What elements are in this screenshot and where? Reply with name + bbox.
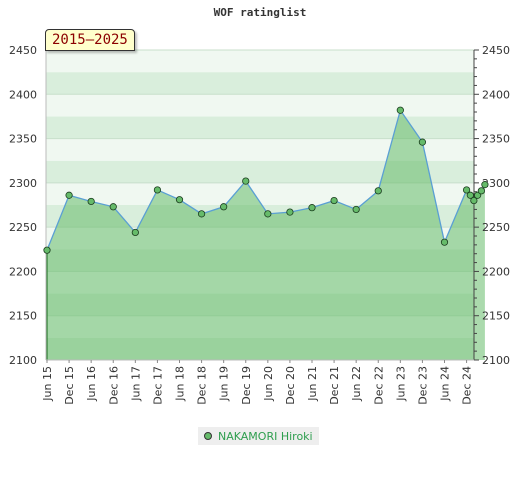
data-point [330, 196, 338, 205]
x-tick-label: Jun 19 [218, 366, 231, 402]
data-point [481, 181, 489, 189]
x-tick-label: Jun 23 [394, 366, 407, 402]
x-tick-label: Dec 23 [416, 366, 429, 405]
legend[interactable]: NAKAMORI Hiroki [198, 427, 319, 445]
background-band [46, 94, 474, 117]
data-point [352, 205, 360, 214]
y-tick-label-left: 2150 [9, 310, 37, 323]
y-tick-label-left: 2300 [9, 177, 37, 190]
y-tick-label-left: 2350 [9, 133, 37, 146]
data-point [477, 187, 485, 195]
data-point [242, 177, 250, 185]
data-point [220, 203, 228, 211]
x-tick-label: Jun 21 [306, 366, 319, 402]
x-tick-label: Jun 20 [262, 366, 275, 402]
x-tick-label: Dec 16 [107, 366, 120, 405]
data-point [197, 210, 206, 218]
axes: 2100 2100 2150 2150 2200 2200 2250 2250 2300 2300… [9, 44, 510, 405]
date-range-badge: 2015–2025 [45, 29, 135, 51]
x-tick-label: Dec 22 [372, 366, 385, 405]
data-point [109, 203, 117, 211]
series-area [47, 110, 485, 360]
data-point [131, 228, 139, 237]
y-tick-label-right: 2250 [482, 221, 510, 234]
y-tick-label-left: 2400 [9, 88, 37, 101]
data-point [87, 197, 95, 206]
y-tick-label-left: 2200 [9, 265, 37, 278]
data-point [308, 204, 316, 212]
data-point [153, 186, 162, 194]
chart-title: WOF ratinglist [213, 6, 307, 19]
points-layer [43, 106, 489, 254]
data-point [470, 196, 478, 205]
data-point [43, 246, 51, 254]
y-tick-label-right: 2100 [482, 354, 510, 367]
y-tick-label-left: 2100 [9, 354, 37, 367]
x-tick-label: Dec 24 [461, 366, 474, 405]
background-band [46, 116, 474, 139]
data-point [440, 238, 449, 246]
background-band [46, 160, 474, 183]
data-point [264, 210, 272, 218]
y-tick-label-right: 2200 [482, 265, 510, 278]
x-tick-label: Jun 18 [174, 366, 187, 402]
data-point [418, 138, 427, 146]
x-tick-label: Dec 20 [284, 366, 297, 405]
background-band [46, 72, 474, 95]
y-tick-label-left: 2250 [9, 221, 37, 234]
legend-label: NAKAMORI Hiroki [218, 429, 313, 443]
x-tick-label: Dec 17 [151, 366, 164, 405]
x-tick-label: Dec 18 [196, 366, 209, 405]
x-tick-label: Dec 19 [240, 366, 253, 405]
y-tick-label-right: 2350 [482, 133, 510, 146]
background-band [46, 138, 474, 161]
x-tick-label: Jun 15 [41, 366, 54, 402]
data-point [65, 191, 73, 199]
data-point [396, 106, 404, 114]
x-tick-label: Jun 16 [85, 366, 98, 402]
x-tick-label: Dec 15 [63, 366, 76, 405]
y-tick-label-right: 2450 [482, 44, 510, 57]
y-tick-label-right: 2150 [482, 310, 510, 323]
data-point [175, 196, 184, 204]
data-point [374, 187, 382, 195]
x-tick-label: Jun 22 [350, 366, 363, 402]
data-point [462, 186, 471, 194]
legend-marker [204, 432, 212, 440]
x-tick-label: Jun 24 [439, 366, 452, 402]
x-tick-label: Jun 17 [129, 366, 142, 402]
data-point [286, 208, 294, 216]
y-tick-label-right: 2300 [482, 177, 510, 190]
y-tick-label-left: 2450 [9, 44, 37, 57]
data-point [466, 191, 474, 199]
background-band [46, 50, 474, 73]
x-tick-label: Dec 21 [328, 366, 341, 405]
y-tick-label-right: 2400 [482, 88, 510, 101]
